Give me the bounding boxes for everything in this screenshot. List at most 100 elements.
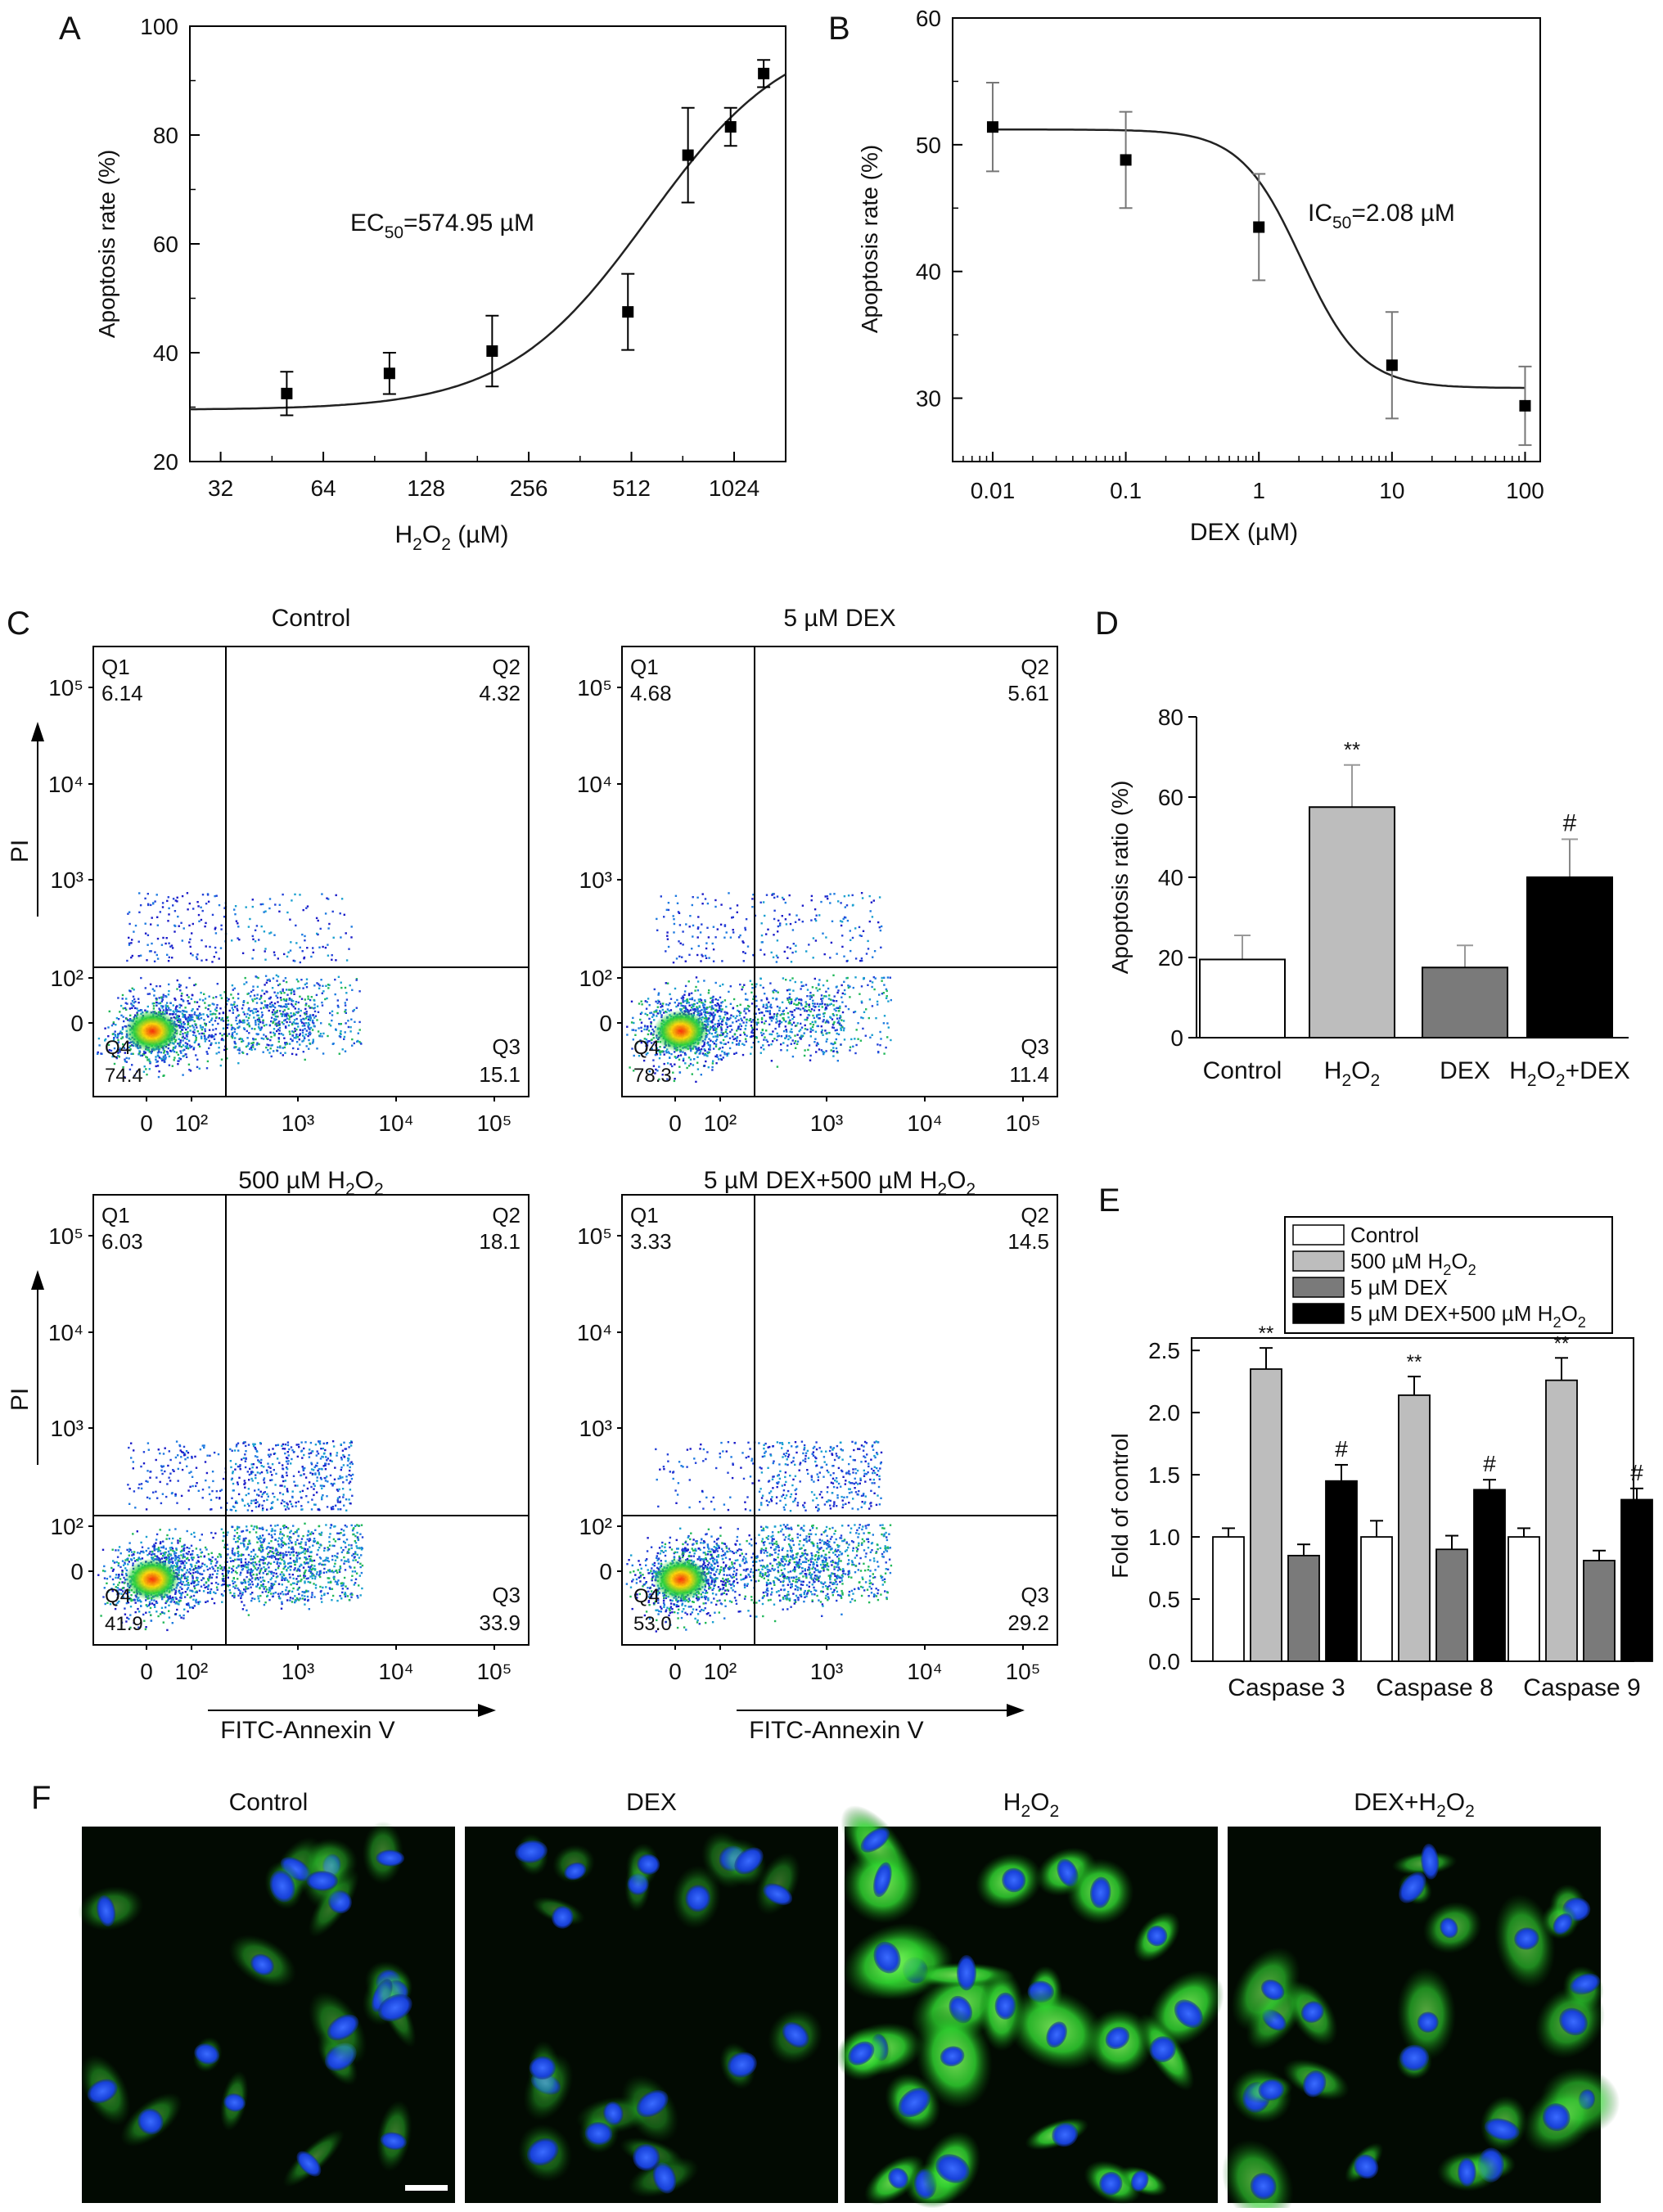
event-dot: [842, 1011, 844, 1013]
event-dot: [169, 957, 170, 958]
event-dot: [308, 1048, 309, 1050]
event-dot: [821, 994, 822, 996]
event-dot: [789, 894, 791, 896]
event-dot: [200, 1556, 201, 1557]
event-dot: [714, 1032, 716, 1034]
event-dot: [262, 1014, 264, 1016]
event-dot: [192, 954, 193, 956]
event-dot: [841, 1002, 843, 1003]
event-dot: [679, 1071, 681, 1073]
event-dot: [795, 1007, 797, 1009]
event-dot: [246, 993, 248, 995]
event-dot: [322, 1052, 324, 1054]
data-point: [384, 367, 395, 379]
event-dot: [203, 1590, 205, 1592]
event-dot: [127, 913, 128, 915]
event-dot: [177, 897, 178, 899]
panel-label-c: C: [7, 606, 30, 642]
event-dot: [270, 1593, 272, 1594]
event-dot: [170, 1561, 172, 1563]
event-dot: [221, 1019, 223, 1020]
event-dot: [285, 1043, 286, 1045]
event-dot: [214, 956, 215, 957]
event-dot: [651, 1016, 653, 1018]
event-dot: [809, 998, 811, 1000]
event-dot: [273, 952, 275, 953]
event-dot: [138, 892, 140, 894]
event-dot: [138, 1557, 140, 1558]
event-dot: [264, 959, 266, 961]
event-dot: [715, 1043, 717, 1045]
event-dot: [133, 1551, 135, 1552]
event-dot: [181, 1588, 183, 1590]
event-dot: [656, 1015, 657, 1016]
event-dot: [827, 898, 828, 899]
event-dot: [311, 996, 313, 998]
event-dot: [255, 1011, 257, 1013]
event-dot: [801, 1036, 803, 1038]
event-dot: [179, 1538, 181, 1539]
event-dot: [288, 989, 290, 990]
event-dot: [106, 1583, 107, 1584]
event-dot: [286, 1587, 287, 1588]
event-dot: [150, 1061, 151, 1063]
event-dot: [821, 1031, 822, 1033]
event-dot: [714, 1004, 716, 1006]
event-dot: [185, 1591, 187, 1593]
event-dot: [710, 1015, 711, 1016]
event-dot: [856, 1029, 858, 1030]
event-dot: [241, 1041, 242, 1043]
event-dot: [145, 933, 146, 935]
event-dot: [121, 1581, 123, 1583]
event-dot: [125, 1002, 127, 1004]
event-dot: [732, 1016, 734, 1017]
event-dot: [673, 962, 674, 963]
event-dot: [852, 894, 854, 896]
event-dot: [750, 1053, 751, 1055]
event-dot: [688, 1056, 690, 1058]
event-dot: [169, 1538, 170, 1539]
event-dot: [813, 1005, 814, 1007]
event-dot: [129, 1007, 131, 1009]
event-dot: [189, 1029, 191, 1031]
event-dot: [295, 1037, 296, 1038]
event-dot: [782, 915, 783, 917]
event-dot: [278, 911, 280, 912]
event-dot: [160, 1613, 161, 1615]
event-dot: [282, 1016, 283, 1017]
event-dot: [788, 1035, 790, 1037]
event-dot: [318, 920, 319, 921]
event-dot: [135, 925, 137, 926]
event-dot: [126, 1018, 128, 1020]
event-dot: [237, 1015, 239, 1016]
event-dot: [252, 1038, 254, 1039]
event-dot: [738, 1043, 740, 1044]
event-dot: [164, 1061, 165, 1062]
event-dot: [316, 994, 318, 996]
event-dot: [758, 1008, 759, 1010]
event-dot: [124, 1607, 125, 1609]
event-dot: [320, 979, 322, 980]
event-dot: [786, 1007, 787, 1009]
event-dot: [848, 1008, 850, 1010]
event-dot: [713, 961, 714, 962]
event-dot: [210, 1563, 212, 1565]
event-dot: [278, 1041, 280, 1043]
event-dot: [223, 916, 225, 917]
event-dot: [847, 984, 849, 986]
event-dot: [773, 991, 774, 993]
event-dot: [306, 1029, 308, 1031]
event-dot: [279, 1047, 281, 1048]
event-dot: [171, 957, 173, 958]
event-dot: [647, 1025, 648, 1027]
event-dot: [349, 1030, 351, 1032]
event-dot: [789, 980, 791, 981]
event-dot: [751, 987, 753, 989]
event-dot: [308, 1022, 309, 1024]
event-dot: [794, 1034, 795, 1036]
event-dot: [718, 1058, 719, 1060]
event-dot: [210, 1532, 212, 1534]
event-dot: [786, 989, 788, 991]
event-dot: [756, 1024, 758, 1025]
event-dot: [836, 953, 837, 954]
